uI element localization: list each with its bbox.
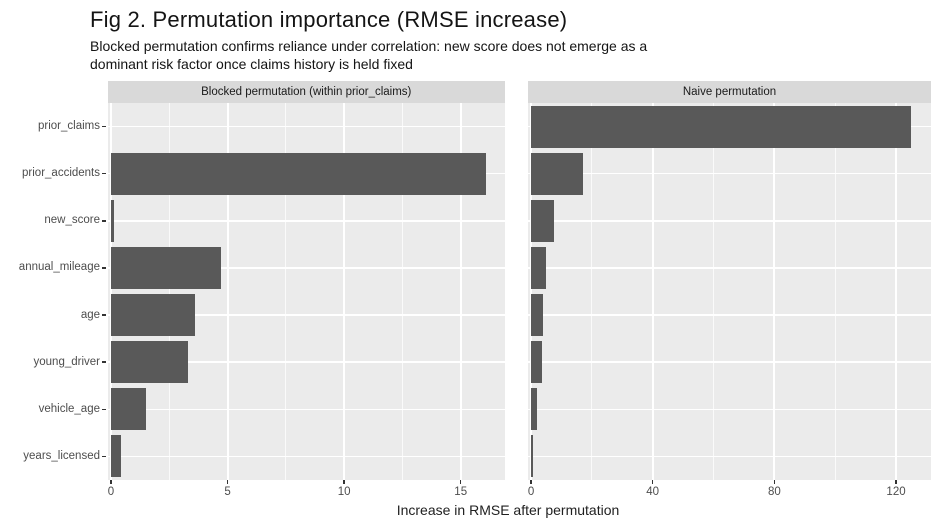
x-axis-tick-label-5: 5 [224, 486, 231, 498]
gridline-major-x0 [109, 103, 112, 480]
gridline-row-annual_mileage [107, 267, 505, 269]
facet-strip-1: Naive permutation [528, 81, 931, 103]
bar-prior_accidents [110, 152, 487, 195]
x-axis-tick [226, 480, 229, 484]
bar-young_driver [531, 341, 542, 384]
bar-annual_mileage [110, 246, 221, 289]
bar-years_licensed [531, 435, 534, 478]
bar-young_driver [110, 341, 188, 384]
gridline-minor-x100 [834, 103, 836, 480]
bar-vehicle_age [110, 388, 146, 431]
gridline-row-age [528, 314, 931, 316]
gridline-major-x10 [343, 103, 346, 480]
bar-annual_mileage [531, 246, 546, 289]
gridline-row-young_driver [107, 361, 505, 363]
x-axis-tick-label-15: 15 [454, 486, 468, 498]
gridline-row-prior_claims [107, 125, 505, 128]
x-axis-tick [110, 480, 112, 484]
gridline-row-years_licensed [107, 455, 505, 458]
gridline-minor-x2.5 [168, 103, 170, 480]
x-axis-tick [773, 480, 776, 484]
y-axis-tick [101, 172, 106, 175]
bar-age [110, 294, 195, 337]
gridline-row-new_score [528, 220, 931, 222]
y-axis-tick [101, 455, 106, 458]
facet-panel-0 [107, 103, 505, 480]
bar-years_licensed [110, 435, 122, 478]
gridline-major-x80 [773, 103, 776, 480]
y-axis-tick [101, 267, 106, 269]
x-axis-tick-label-120: 120 [886, 486, 906, 498]
gridline-major-x120 [895, 103, 898, 480]
y-axis-tick [101, 408, 106, 411]
x-axis-tick-label-0: 0 [527, 486, 535, 498]
bar-age [531, 294, 543, 337]
y-axis-label-age: age [80, 308, 100, 321]
gridline-major-x40 [651, 103, 654, 480]
y-axis-label-vehicle_age: vehicle_age [38, 402, 100, 415]
gridline-row-annual_mileage [528, 267, 931, 269]
x-axis-tick-label-40: 40 [646, 486, 660, 498]
bar-new_score [110, 199, 114, 242]
x-axis-tick [343, 480, 345, 484]
y-axis-label-prior_claims: prior_claims [38, 120, 100, 133]
x-axis-tick-label-0: 0 [107, 486, 115, 498]
x-axis-tick [459, 480, 462, 484]
gridline-minor-x60 [713, 103, 715, 480]
y-axis-tick [101, 361, 106, 363]
gridline-row-new_score [107, 220, 505, 222]
gridline-row-young_driver [528, 361, 931, 363]
y-axis-tick [101, 125, 106, 128]
y-axis-label-young_driver: young_driver [33, 355, 100, 368]
gridline-minor-x12.5 [401, 103, 403, 480]
bar-vehicle_age [531, 388, 537, 431]
x-axis-tick [530, 480, 532, 484]
gridline-major-x5 [226, 103, 229, 480]
gridline-row-age [107, 314, 505, 316]
y-axis-label-annual_mileage: annual_mileage [18, 261, 100, 274]
x-axis-tick-label-80: 80 [767, 486, 781, 498]
x-axis-tick [895, 480, 897, 484]
facet-strip-0: Blocked permutation (within prior_claims… [107, 81, 505, 103]
y-axis-label-new_score: new_score [44, 214, 100, 227]
gridline-minor-x20 [591, 103, 593, 480]
gridline-minor-x7.5 [285, 103, 287, 480]
bar-prior_claims [531, 105, 912, 148]
bar-new_score [531, 199, 554, 242]
y-axis-tick [101, 220, 106, 222]
gridline-major-x15 [459, 103, 462, 480]
facet-panel-1 [528, 103, 931, 480]
figure-title: Fig 2. Permutation importance (RMSE incr… [90, 7, 568, 32]
gridline-row-vehicle_age [107, 408, 505, 411]
x-axis-tick [651, 480, 654, 484]
gridline-row-prior_accidents [528, 172, 931, 175]
bar-prior_accidents [531, 152, 583, 195]
x-axis-tick-label-10: 10 [337, 486, 351, 498]
figure-subtitle: Blocked permutation confirms reliance un… [90, 38, 648, 72]
gridline-major-x0 [530, 103, 533, 480]
facet-strip-label: Blocked permutation (within prior_claims… [201, 86, 412, 98]
y-axis-label-prior_accidents: prior_accidents [22, 167, 100, 180]
gridline-row-vehicle_age [528, 408, 931, 411]
y-axis-label-years_licensed: years_licensed [23, 449, 100, 462]
x-axis-title: Increase in RMSE after permutation [396, 502, 620, 518]
y-axis-tick [101, 314, 106, 316]
facet-strip-label: Naive permutation [682, 86, 777, 98]
gridline-row-years_licensed [528, 455, 931, 458]
